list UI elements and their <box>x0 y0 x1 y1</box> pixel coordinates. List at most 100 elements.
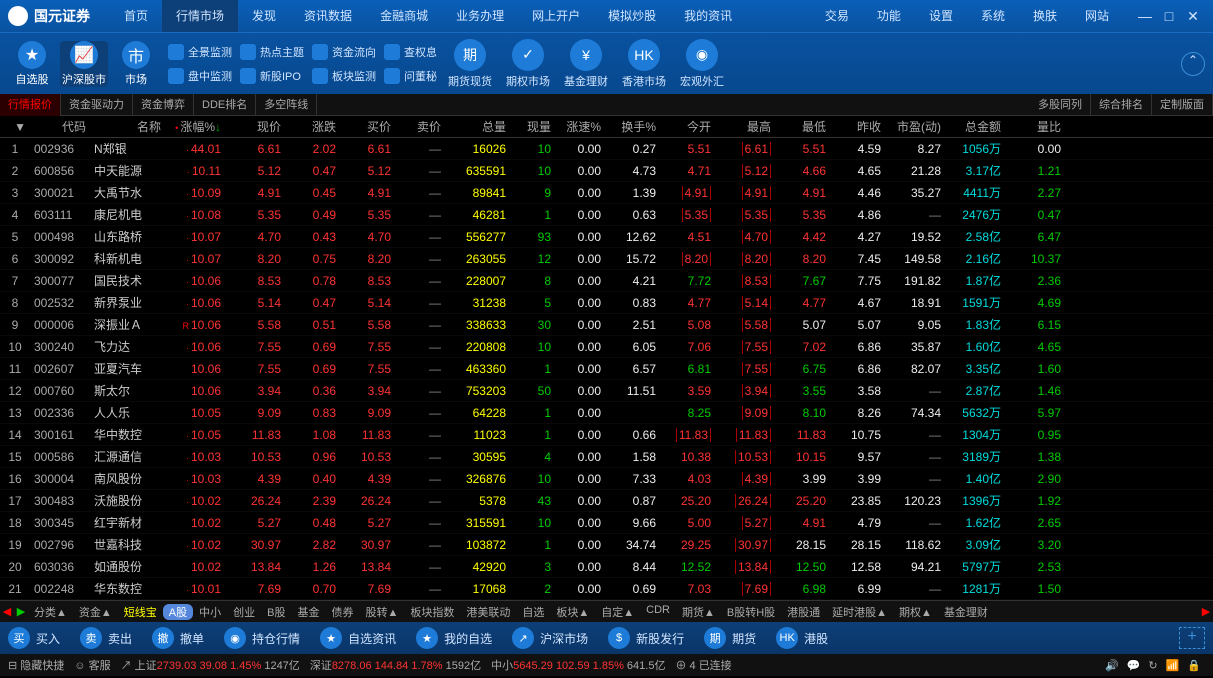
topnav-right-5[interactable]: 网站 <box>1071 0 1123 32</box>
action-0[interactable]: 买买入 <box>8 627 60 649</box>
table-row[interactable]: 12000760斯太尔10.063.940.363.94—753203500.0… <box>0 380 1213 402</box>
bottomtab-2[interactable]: 短线宝 <box>118 604 163 620</box>
tab-3[interactable]: DDE排名 <box>194 94 256 116</box>
table-row[interactable]: 21002248华东数控·10.017.690.707.69—1706820.0… <box>0 578 1213 600</box>
table-row[interactable]: 1002936N郑银·44.016.612.026.61—16026100.00… <box>0 138 1213 160</box>
topnav-right-0[interactable]: 交易 <box>811 0 863 32</box>
col-header-1[interactable]: 代码 <box>30 118 90 135</box>
col-header-14[interactable]: 最低 <box>775 118 830 135</box>
bottomtab-6[interactable]: B股 <box>261 604 291 620</box>
col-header-12[interactable]: 今开 <box>660 118 715 135</box>
tab-0[interactable]: 行情报价 <box>0 94 61 116</box>
roundtool-2[interactable]: ¥基金理财 <box>557 39 615 89</box>
col-header-11[interactable]: 换手% <box>605 118 660 135</box>
midtool-0-2[interactable]: 盘中监测 <box>168 64 232 88</box>
roundtool-4[interactable]: ◉宏观外汇 <box>673 39 731 89</box>
bottomtab-13[interactable]: 板块▲ <box>550 604 595 620</box>
col-header-13[interactable]: 最高 <box>715 118 775 135</box>
table-row[interactable]: 20603036如通股份10.0213.841.2613.84—4292030.… <box>0 556 1213 578</box>
table-row[interactable]: 5000498山东路桥·10.074.700.434.70—556277930.… <box>0 226 1213 248</box>
col-header-7[interactable]: 卖价 <box>395 118 445 135</box>
table-row[interactable]: 11002607亚夏汽车10.067.550.697.55—46336010.0… <box>0 358 1213 380</box>
bottomtab-20[interactable]: 期权▲ <box>893 604 938 620</box>
hide-shortcut[interactable]: ⊟ 隐藏快捷 <box>8 657 64 673</box>
topnav-7[interactable]: 模拟炒股 <box>594 0 670 32</box>
bottomtab-11[interactable]: 港美联动 <box>460 604 516 620</box>
tab-4[interactable]: 多空阵线 <box>256 94 317 116</box>
midtool-3-2[interactable]: 问董秘 <box>384 64 437 88</box>
midtool-0-1[interactable]: 全景监测 <box>168 40 232 64</box>
customer-service[interactable]: ☺ 客服 <box>74 657 110 673</box>
col-header-16[interactable]: 市盈(动) <box>885 118 945 135</box>
topnav-right-4[interactable]: 换肤 <box>1019 0 1071 32</box>
refresh-icon[interactable]: ↻ <box>1148 659 1157 672</box>
col-header-0[interactable]: ▼ <box>0 120 30 134</box>
bottomtab-3[interactable]: A股 <box>163 604 193 620</box>
bottomtab-19[interactable]: 延时港股▲ <box>826 604 893 620</box>
col-header-9[interactable]: 现量 <box>510 118 555 135</box>
topnav-2[interactable]: 发现 <box>238 0 290 32</box>
table-row[interactable]: 4603111康尼机电·10.085.350.495.35—4628110.00… <box>0 204 1213 226</box>
roundtool-3[interactable]: HK香港市场 <box>615 39 673 89</box>
minimize-button[interactable]: — <box>1133 8 1157 25</box>
topnav-5[interactable]: 业务办理 <box>442 0 518 32</box>
bottomtab-7[interactable]: 基金 <box>291 604 325 620</box>
bottomtab-17[interactable]: B股转H股 <box>721 604 781 620</box>
table-row[interactable]: 9000006深振业ＡR10.065.580.515.58—338633300.… <box>0 314 1213 336</box>
action-3[interactable]: ◉持仓行情 <box>224 627 300 649</box>
tab-2[interactable]: 资金博弈 <box>133 94 194 116</box>
tab-right-2[interactable]: 定制版面 <box>1152 94 1213 116</box>
bottomtab-8[interactable]: 债券 <box>325 604 359 620</box>
topnav-right-1[interactable]: 功能 <box>863 0 915 32</box>
bottomtab-16[interactable]: 期货▲ <box>676 604 721 620</box>
tab-1[interactable]: 资金驱动力 <box>61 94 133 116</box>
col-header-6[interactable]: 买价 <box>340 118 395 135</box>
roundtool-1[interactable]: ✓期权市场 <box>499 39 557 89</box>
topnav-3[interactable]: 资讯数据 <box>290 0 366 32</box>
bottomtab-12[interactable]: 自选 <box>516 604 550 620</box>
bottomtab-0[interactable]: 分类▲ <box>28 604 73 620</box>
action-6[interactable]: ↗沪深市场 <box>512 627 588 649</box>
table-row[interactable]: 14300161华中数控·10.0511.831.0811.83—1102310… <box>0 424 1213 446</box>
bottomtab-4[interactable]: 中小 <box>193 604 227 620</box>
close-button[interactable]: ✕ <box>1181 8 1205 25</box>
bottomtab-10[interactable]: 板块指数 <box>404 604 460 620</box>
topnav-0[interactable]: 首页 <box>110 0 162 32</box>
topnav-right-2[interactable]: 设置 <box>915 0 967 32</box>
add-action-button[interactable]: + <box>1179 627 1205 649</box>
col-header-3[interactable]: •涨幅%↓ <box>165 118 225 135</box>
col-header-8[interactable]: 总量 <box>445 118 510 135</box>
lock-icon[interactable]: 🔒 <box>1187 659 1201 672</box>
table-row[interactable]: 2600856中天能源·10.115.120.475.12—635591100.… <box>0 160 1213 182</box>
tab-right-0[interactable]: 多股同列 <box>1030 94 1091 116</box>
signal-icon[interactable]: 📶 <box>1166 659 1180 672</box>
roundtool-0[interactable]: 期期货现货 <box>441 39 499 89</box>
zx-index[interactable]: 中小5645.29 102.59 1.85% 641.5亿 <box>491 657 665 673</box>
midtool-1-1[interactable]: 热点主题 <box>240 40 304 64</box>
bottomtab-9[interactable]: 股转▲ <box>359 604 404 620</box>
col-header-4[interactable]: 现价 <box>225 118 285 135</box>
bigtool-2[interactable]: 市市场 <box>112 41 160 87</box>
bottomtab-18[interactable]: 港股通 <box>781 604 826 620</box>
table-row[interactable]: 10300240飞力达·10.067.550.697.55—220808100.… <box>0 336 1213 358</box>
sh-index[interactable]: ↗ 上证2739.03 39.08 1.45% 1247亿 <box>121 657 300 673</box>
bottomtab-21[interactable]: 基金理财 <box>938 604 994 620</box>
table-row[interactable]: 16300004南风股份·10.034.390.404.39—326876100… <box>0 468 1213 490</box>
bottomtab-14[interactable]: 自定▲ <box>595 604 640 620</box>
sound-icon[interactable]: 🔊 <box>1105 659 1119 672</box>
scroll-left-button[interactable]: ◀ <box>0 605 14 618</box>
bigtool-0[interactable]: ★自选股 <box>8 41 56 87</box>
action-8[interactable]: 期期货 <box>704 627 756 649</box>
bottomtab-15[interactable]: CDR <box>640 604 676 620</box>
table-row[interactable]: 6300092科新机电·10.078.200.758.20—263055120.… <box>0 248 1213 270</box>
action-2[interactable]: 撤撤单 <box>152 627 204 649</box>
scroll-right-button[interactable]: ▶ <box>14 605 28 618</box>
topnav-6[interactable]: 网上开户 <box>518 0 594 32</box>
col-header-17[interactable]: 总金额 <box>945 118 1005 135</box>
action-4[interactable]: ★自选资讯 <box>320 627 396 649</box>
col-header-15[interactable]: 昨收 <box>830 118 885 135</box>
midtool-2-2[interactable]: 板块监测 <box>312 64 376 88</box>
topnav-right-3[interactable]: 系统 <box>967 0 1019 32</box>
bottomtab-5[interactable]: 创业 <box>227 604 261 620</box>
col-header-10[interactable]: 涨速% <box>555 118 605 135</box>
